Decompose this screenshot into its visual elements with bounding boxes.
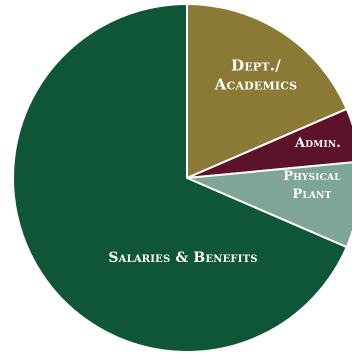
pie-slice-label-3: Salaries & Benefits: [108, 250, 257, 266]
pie-slice-1: [186, 107, 352, 179]
pie-labels: Dept./Academics Admin. Physical Plant Salari…: [108, 57, 341, 267]
pie-slice-label-2: Physical Plant: [283, 169, 341, 202]
pie-slices: [12, 2, 352, 353]
pie-slice-label-1: Admin.: [294, 136, 341, 151]
pie-slice-3: [12, 2, 349, 353]
pie-slice-label-0: Dept./Academics: [214, 57, 298, 94]
pie-slice-0: [186, 2, 349, 180]
